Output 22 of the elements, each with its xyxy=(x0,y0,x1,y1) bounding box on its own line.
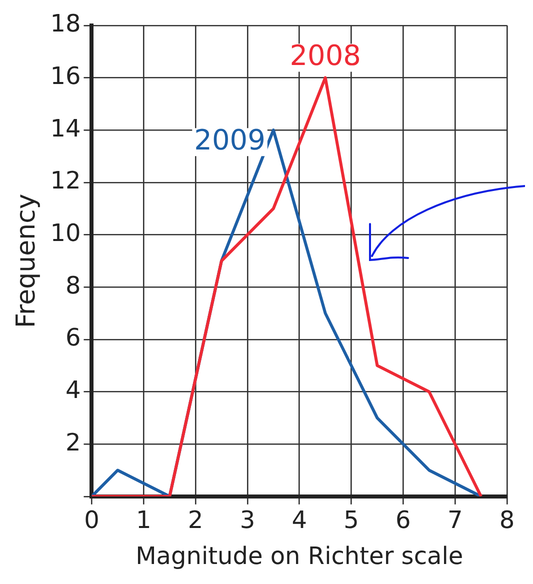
y-tick-label: 2 xyxy=(65,428,81,456)
series-label: 2009 xyxy=(194,123,266,156)
y-tick-label: 16 xyxy=(50,62,81,90)
y-axis-title: Frequency xyxy=(11,194,42,328)
x-tick-label: 6 xyxy=(396,506,411,534)
y-tick-label: 12 xyxy=(50,166,81,195)
y-tick-label: 18 xyxy=(50,10,81,38)
x-tick-label: 4 xyxy=(292,506,308,534)
x-tick-label: 7 xyxy=(447,506,463,534)
y-tick-label: 6 xyxy=(65,324,81,352)
x-tick-label: 3 xyxy=(240,506,256,534)
series-label: 2008 xyxy=(290,39,361,72)
x-tick-label: 5 xyxy=(344,506,359,534)
x-tick-label: 1 xyxy=(136,506,152,534)
y-tick-label: 14 xyxy=(50,114,81,142)
y-tick-label: 10 xyxy=(50,218,81,247)
x-axis-title: Magnitude on Richter scale xyxy=(136,542,464,570)
x-tick-label: 2 xyxy=(188,506,204,534)
y-tick-label: 8 xyxy=(65,271,81,300)
x-tick-label: 8 xyxy=(499,506,515,534)
y-tick-label: 4 xyxy=(65,376,81,404)
x-tick-label: 0 xyxy=(84,506,100,534)
